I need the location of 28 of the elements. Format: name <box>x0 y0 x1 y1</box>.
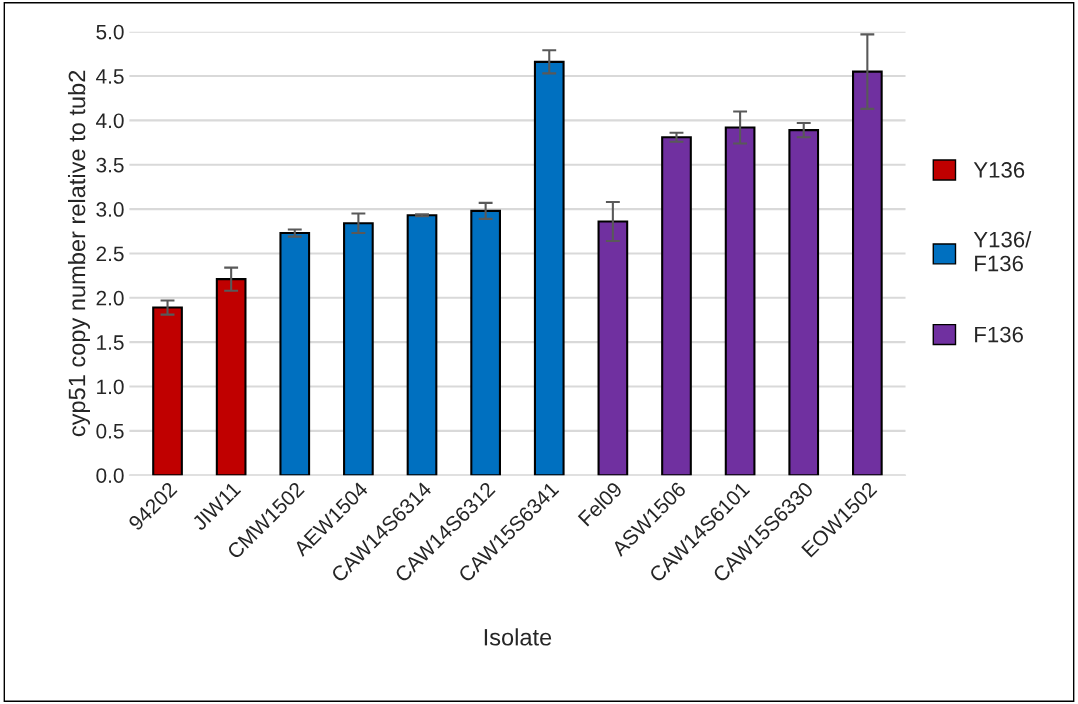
bar <box>470 209 501 476</box>
y-tick-label: 2.0 <box>96 290 124 306</box>
bar <box>661 136 692 476</box>
y-tick-label: 5.0 <box>96 24 124 40</box>
y-tick-label: 3.0 <box>96 202 124 217</box>
y-tick-label: 1.0 <box>97 379 124 395</box>
bar <box>343 222 374 476</box>
bar <box>215 278 247 476</box>
x-axis-title: Isolate <box>484 628 552 646</box>
bar <box>597 220 629 476</box>
y-tick-label: 1.5 <box>97 335 124 350</box>
bar <box>788 129 820 476</box>
bar <box>851 70 883 476</box>
bar <box>533 60 565 476</box>
legend-label: Y136 <box>973 162 1025 178</box>
bar <box>152 306 183 476</box>
legend-label: F136 <box>975 326 1023 343</box>
bar <box>279 232 311 476</box>
y-tick-label: 4.0 <box>96 113 124 129</box>
bar <box>406 214 438 476</box>
y-tick-label: 0.0 <box>96 468 124 483</box>
y-tick-label: 0.5 <box>96 423 124 439</box>
y-tick-label: 4.5 <box>96 69 124 84</box>
y-axis-title: cyp51 copy number relative to tub2 <box>67 70 90 437</box>
bar <box>724 126 756 476</box>
y-tick-label: 2.5 <box>96 246 124 262</box>
legend-label: Y136/ F136 <box>973 231 1032 272</box>
y-tick-label: 3.5 <box>96 157 124 173</box>
